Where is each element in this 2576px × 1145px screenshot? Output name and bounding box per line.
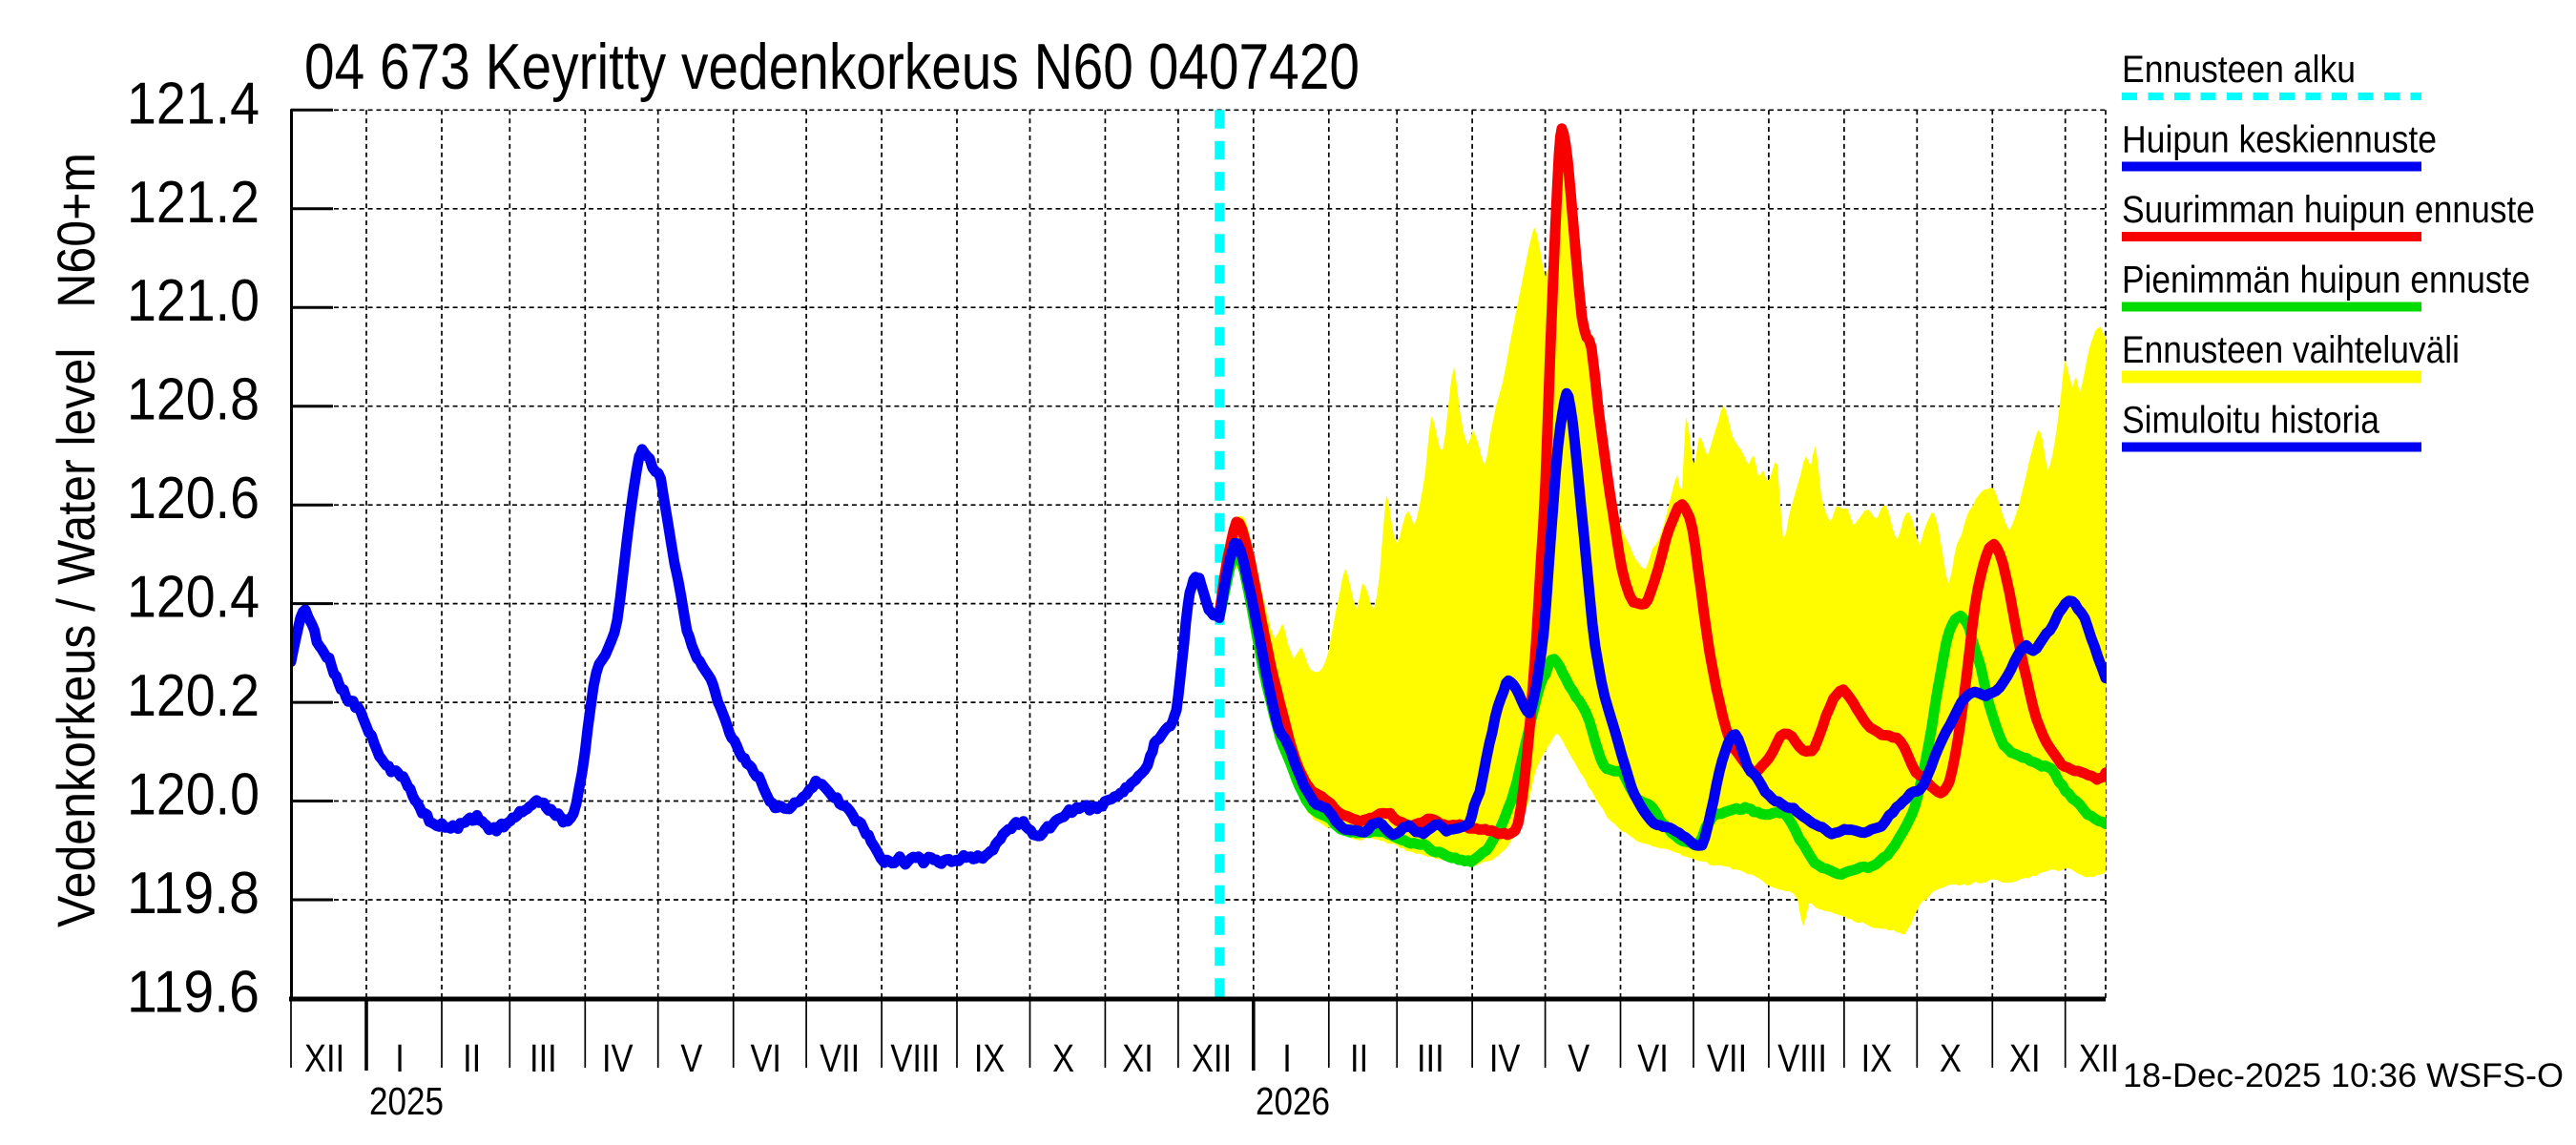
svg-text:II: II: [1350, 1036, 1368, 1080]
svg-text:120.8: 120.8: [127, 367, 260, 433]
svg-text:Ennusteen alku: Ennusteen alku: [2122, 49, 2356, 91]
svg-text:XII: XII: [2079, 1036, 2119, 1080]
svg-text:121.4: 121.4: [127, 71, 260, 136]
svg-text:IV: IV: [1489, 1036, 1521, 1080]
svg-text:120.2: 120.2: [127, 663, 260, 729]
svg-text:2026: 2026: [1256, 1079, 1330, 1123]
svg-text:VIII: VIII: [890, 1036, 940, 1080]
svg-text:121.0: 121.0: [127, 268, 260, 334]
svg-text:VI: VI: [1637, 1036, 1669, 1080]
svg-text:Vedenkorkeus / Water level N: Vedenkorkeus / Water level N60+m: [46, 153, 106, 927]
svg-text:V: V: [1568, 1036, 1589, 1080]
svg-text:XII: XII: [1192, 1036, 1232, 1080]
svg-text:2025: 2025: [369, 1079, 444, 1123]
svg-text:X: X: [1940, 1036, 1962, 1080]
svg-text:Simuloitu historia: Simuloitu historia: [2122, 400, 2380, 442]
svg-text:XI: XI: [2009, 1036, 2041, 1080]
svg-text:I: I: [395, 1036, 405, 1080]
svg-text:IX: IX: [1861, 1036, 1893, 1080]
svg-text:120.0: 120.0: [127, 762, 260, 828]
svg-text:I: I: [1282, 1036, 1292, 1080]
svg-text:120.4: 120.4: [127, 565, 260, 631]
svg-text:Suurimman huipun ennuste: Suurimman huipun ennuste: [2122, 189, 2535, 231]
svg-text:VIII: VIII: [1777, 1036, 1827, 1080]
svg-text:VI: VI: [750, 1036, 781, 1080]
svg-text:VII: VII: [1707, 1036, 1747, 1080]
svg-text:121.2: 121.2: [127, 170, 260, 236]
svg-text:X: X: [1052, 1036, 1074, 1080]
svg-text:V: V: [680, 1036, 702, 1080]
svg-text:IV: IV: [602, 1036, 634, 1080]
svg-text:IX: IX: [974, 1036, 1006, 1080]
svg-text:119.6: 119.6: [127, 960, 260, 1026]
svg-text:18-Dec-2025 10:36 WSFS-O: 18-Dec-2025 10:36 WSFS-O: [2123, 1056, 2564, 1094]
svg-text:III: III: [530, 1036, 557, 1080]
svg-text:III: III: [1417, 1036, 1444, 1080]
svg-text:XI: XI: [1122, 1036, 1153, 1080]
svg-text:Pienimmän huipun ennuste: Pienimmän huipun ennuste: [2122, 260, 2530, 302]
svg-text:Ennusteen vaihteluväli: Ennusteen vaihteluväli: [2122, 329, 2460, 371]
svg-text:119.8: 119.8: [127, 861, 260, 926]
svg-text:120.6: 120.6: [127, 466, 260, 531]
svg-text:04 673 Keyritty vedenkorkeus N: 04 673 Keyritty vedenkorkeus N60 0407420: [304, 31, 1360, 103]
svg-text:XII: XII: [304, 1036, 344, 1080]
svg-text:VII: VII: [820, 1036, 860, 1080]
svg-text:Huipun keskiennuste: Huipun keskiennuste: [2122, 119, 2437, 161]
svg-text:II: II: [463, 1036, 481, 1080]
